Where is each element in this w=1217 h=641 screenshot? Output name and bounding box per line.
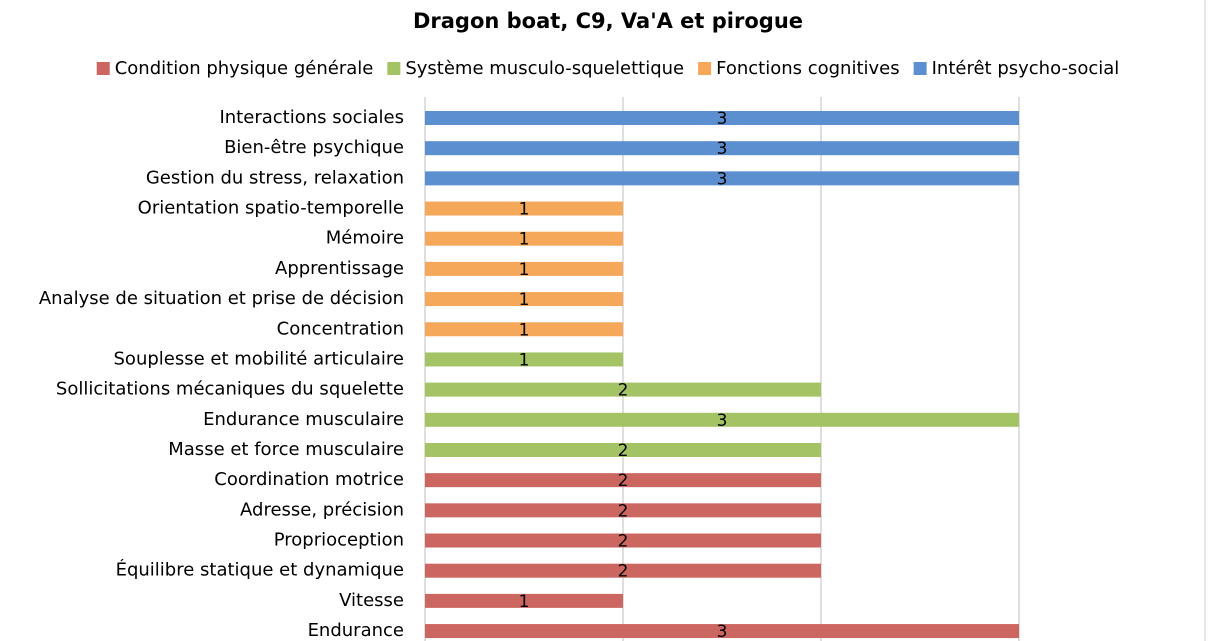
bar xyxy=(425,201,623,216)
bar xyxy=(425,352,623,367)
y-tick-label: Analyse de situation et prise de décisio… xyxy=(39,288,404,309)
y-tick-label: Bien-être psychique xyxy=(224,137,404,158)
legend-swatch xyxy=(387,62,401,75)
y-tick-label: Sollicitations mécaniques du squelette xyxy=(56,379,404,400)
bar xyxy=(425,292,623,307)
legend-label: Intérêt psycho-social xyxy=(932,58,1120,79)
bar xyxy=(425,141,1019,156)
data-label: 2 xyxy=(618,471,629,491)
y-tick-label: Concentration xyxy=(277,318,404,339)
bar xyxy=(425,322,623,337)
legend-swatch xyxy=(698,62,712,75)
y-tick-label: Adresse, précision xyxy=(240,499,404,520)
y-tick-label: Vitesse xyxy=(339,590,404,611)
data-label: 2 xyxy=(618,562,629,582)
data-label: 1 xyxy=(519,592,530,612)
legend-label: Condition physique générale xyxy=(115,58,374,79)
chart-title: Dragon boat, C9, Va'A et pirogue xyxy=(413,9,803,33)
y-tick-label: Orientation spatio-temporelle xyxy=(138,198,404,219)
data-label: 1 xyxy=(519,290,530,310)
data-label: 2 xyxy=(618,532,629,552)
data-label: 1 xyxy=(519,230,530,250)
bar xyxy=(425,412,1019,427)
bar xyxy=(425,442,821,457)
data-label: 3 xyxy=(717,622,728,641)
data-label: 1 xyxy=(519,260,530,280)
data-label: 3 xyxy=(717,169,728,189)
y-tick-label: Coordination motrice xyxy=(214,469,404,490)
bar xyxy=(425,473,821,488)
legend-label: Fonctions cognitives xyxy=(716,58,900,79)
y-tick-label: Endurance musculaire xyxy=(203,409,404,430)
bar xyxy=(425,231,623,246)
data-label: 1 xyxy=(519,200,530,220)
data-label: 1 xyxy=(519,320,530,340)
y-tick-label: Interactions sociales xyxy=(219,107,404,128)
bar xyxy=(425,503,821,518)
bar xyxy=(425,111,1019,125)
data-label: 2 xyxy=(618,441,629,461)
bar xyxy=(425,593,623,608)
y-tick-label: Proprioception xyxy=(274,530,404,551)
data-label: 3 xyxy=(717,139,728,159)
data-label: 1 xyxy=(519,350,530,370)
bar xyxy=(425,533,821,548)
bar xyxy=(425,382,821,397)
data-label: 2 xyxy=(618,501,629,521)
data-label: 3 xyxy=(717,411,728,431)
y-tick-label: Souplesse et mobilité articulaire xyxy=(114,348,405,369)
data-label: 3 xyxy=(717,109,728,129)
legend-swatch xyxy=(913,62,927,75)
legend-swatch xyxy=(96,62,110,75)
y-tick-label: Apprentissage xyxy=(275,258,404,279)
y-tick-label: Mémoire xyxy=(326,228,404,249)
bar xyxy=(425,563,821,578)
bar xyxy=(425,624,1019,639)
data-label: 2 xyxy=(618,381,629,401)
bar xyxy=(425,261,623,276)
legend-label: Système musculo-squelettique xyxy=(405,58,684,79)
y-tick-label: Masse et force musculaire xyxy=(168,439,404,460)
bar xyxy=(425,171,1019,186)
y-tick-label: Endurance xyxy=(308,620,404,641)
y-tick-label: Équilibre statique et dynamique xyxy=(116,559,404,581)
y-tick-label: Gestion du stress, relaxation xyxy=(146,167,404,188)
